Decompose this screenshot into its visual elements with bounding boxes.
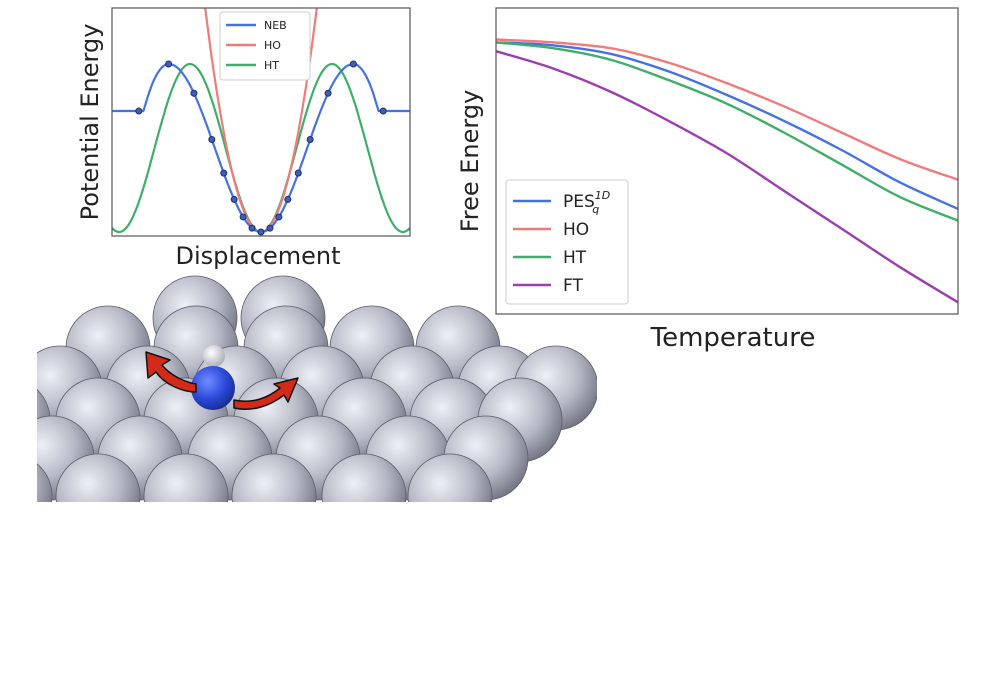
chart2-legend-label: FT xyxy=(563,276,583,296)
chart1-neb-point xyxy=(349,60,357,68)
chart1-neb-point xyxy=(230,195,238,203)
chart1-neb-point xyxy=(275,213,283,221)
surface-atom xyxy=(143,453,229,502)
chart2-series xyxy=(496,38,958,304)
chart1-legend-entries: NEB HO HT xyxy=(226,19,287,72)
hydrogen-atom xyxy=(203,345,225,367)
surface-atoms xyxy=(37,275,597,502)
surface-atom xyxy=(407,453,493,502)
chart1-line-neb xyxy=(112,62,410,234)
chart1-neb-point xyxy=(135,107,143,115)
rotation-arrow-right-icon xyxy=(233,377,299,410)
chart1-neb-point xyxy=(257,228,265,236)
chart1-neb-point xyxy=(208,136,216,144)
surface-illustration xyxy=(37,275,597,502)
chart1-legend: NEB HO HT xyxy=(219,11,311,81)
chart2-ylabel: Free Energy xyxy=(456,90,484,233)
chart2-frame xyxy=(495,7,959,315)
chart1-legend-label: HT xyxy=(264,59,279,72)
chart1-neb-point xyxy=(248,224,256,232)
chart1-legend-label: HO xyxy=(264,39,281,52)
chart1-neb-point xyxy=(266,224,274,232)
chart1-neb-point xyxy=(220,169,228,177)
chart1-ylabel: Potential Energy xyxy=(76,24,104,221)
surface-atom xyxy=(37,463,53,502)
chart1-xlabel: Displacement xyxy=(176,242,341,270)
adsorbate xyxy=(145,345,299,410)
rotation-arrow-left-icon xyxy=(145,351,197,393)
surface-atom xyxy=(55,453,141,502)
chart1-series xyxy=(112,8,410,236)
chart2-line-ft xyxy=(496,50,958,304)
chart2-xlabel: Temperature xyxy=(650,323,816,353)
chart1-neb-point xyxy=(306,136,314,144)
chart2-legend-label: HO xyxy=(563,220,589,240)
chart2-line-ht xyxy=(496,41,958,222)
chart1-neb-point xyxy=(379,107,387,115)
chart1-neb-point xyxy=(239,213,247,221)
chart1-line-ht xyxy=(112,62,410,234)
chart1-legend-box xyxy=(219,11,311,81)
chart1-neb-point xyxy=(294,169,302,177)
surface-atom xyxy=(231,453,317,502)
chart2-legend-label: HT xyxy=(563,248,587,268)
chart1-neb-point xyxy=(165,60,173,68)
chart1-legend-label: NEB xyxy=(264,19,287,32)
chart-potential-energy: NEB HO HT Displacement Potential Energy xyxy=(76,7,411,270)
chart1-frame xyxy=(111,7,411,237)
chart1-neb-point xyxy=(324,89,332,97)
chart1-neb-point xyxy=(284,195,292,203)
chart1-neb-point xyxy=(190,89,198,97)
center-atom xyxy=(191,366,235,410)
chart2-line-ho xyxy=(496,38,958,181)
chart2-legend-box xyxy=(505,179,629,305)
surface-atom xyxy=(321,453,407,502)
chart2-line-pes xyxy=(496,41,958,210)
